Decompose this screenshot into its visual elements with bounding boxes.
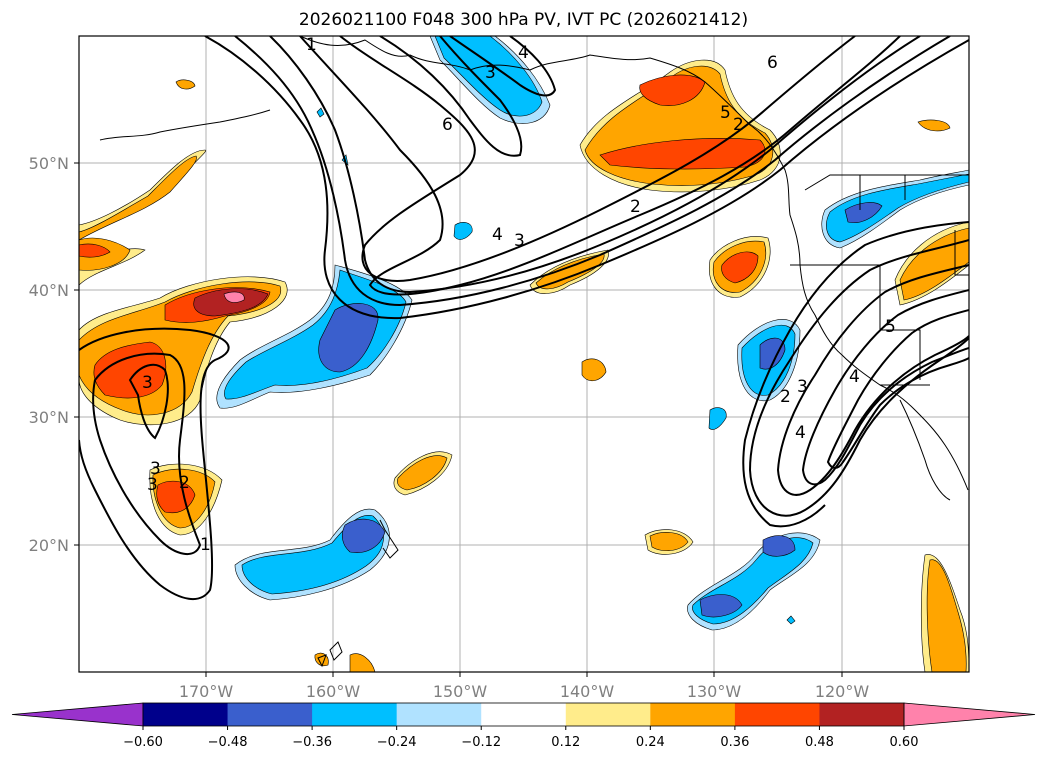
colorbar-cell — [819, 703, 905, 726]
contour-label: 2 — [733, 115, 744, 135]
colorbar-tick-label: −0.48 — [208, 735, 248, 750]
pv-negative-shading — [216, 36, 969, 631]
colorbar-tick-label: −0.12 — [461, 735, 501, 750]
contour-label: 6 — [767, 53, 778, 73]
colorbar-tick-label: −0.36 — [292, 735, 332, 750]
colorbar-cell — [650, 703, 736, 726]
colorbar-cell — [565, 703, 651, 726]
contour-label: 1 — [200, 535, 211, 555]
contour-label: 3 — [150, 459, 161, 479]
colorbar-cell — [734, 703, 820, 726]
contour-label: 5 — [885, 317, 896, 337]
lat-label: 40°N — [29, 281, 69, 300]
colorbar-cell — [143, 703, 229, 726]
contour-label: 4 — [849, 367, 860, 387]
contour-label: 1 — [306, 35, 317, 55]
map-title: 2026021100 F048 300 hPa PV, IVT PC (2026… — [298, 10, 749, 30]
lat-labels: 50°N 40°N 30°N 20°N — [29, 154, 69, 555]
contour-label: 6 — [442, 115, 453, 135]
colorbar-tick-label: −0.60 — [123, 735, 163, 750]
contour-label: 5 — [720, 103, 731, 123]
lon-label: 160°W — [306, 682, 361, 701]
pv-positive-shading — [79, 59, 969, 672]
lon-labels: 170°W 160°W 150°W 140°W 130°W 120°W — [179, 682, 870, 701]
colorbar-cell — [396, 703, 482, 726]
colorbar-tick-label: 0.12 — [551, 735, 580, 750]
colorbar-tick-label: −0.24 — [377, 735, 417, 750]
lon-label: 120°W — [815, 682, 870, 701]
contour-label: 3 — [514, 231, 525, 251]
lon-label: 150°W — [433, 682, 488, 701]
colorbar: −0.60 −0.48 −0.36 −0.24 −0.12 0.12 0.24 0.36 0.4… — [11, 702, 1036, 750]
contour-label: 4 — [518, 43, 529, 63]
coastlines — [99, 36, 969, 668]
contour-label: 2 — [179, 473, 190, 493]
colorbar-extend-low — [11, 702, 144, 727]
contour-label: 2 — [630, 197, 641, 217]
colorbar-cell — [227, 703, 313, 726]
colorbar-extend-high — [903, 702, 1036, 727]
lon-label: 130°W — [687, 682, 742, 701]
contour-label: 3 — [485, 63, 496, 83]
lon-label: 140°W — [560, 682, 615, 701]
contour-labels: 1 2 3 4 5 6 3 4 6 2 3 4 5 2 3 4 1 2 3 3 — [142, 35, 896, 555]
colorbar-tick-label: 0.48 — [805, 735, 834, 750]
contour-label: 3 — [797, 377, 808, 397]
contour-label: 3 — [142, 373, 153, 393]
axis-ticks — [74, 162, 843, 677]
lat-label: 20°N — [29, 536, 69, 555]
contour-label: 4 — [795, 423, 806, 443]
map-frame — [78, 35, 970, 673]
lon-label: 170°W — [179, 682, 234, 701]
colorbar-tick-label: 0.24 — [636, 735, 665, 750]
contour-label: 4 — [492, 225, 503, 245]
contour-label: 3 — [147, 475, 158, 495]
colorbar-tick-label: 0.60 — [890, 735, 919, 750]
ivt-contours — [79, 36, 969, 600]
contour-label: 2 — [780, 387, 791, 407]
lat-label: 50°N — [29, 154, 69, 173]
colorbar-cell — [312, 703, 398, 726]
colorbar-frame — [142, 702, 905, 727]
colorbar-tick-label: 0.36 — [720, 735, 749, 750]
lat-label: 30°N — [29, 408, 69, 427]
colorbar-cell — [481, 703, 567, 726]
